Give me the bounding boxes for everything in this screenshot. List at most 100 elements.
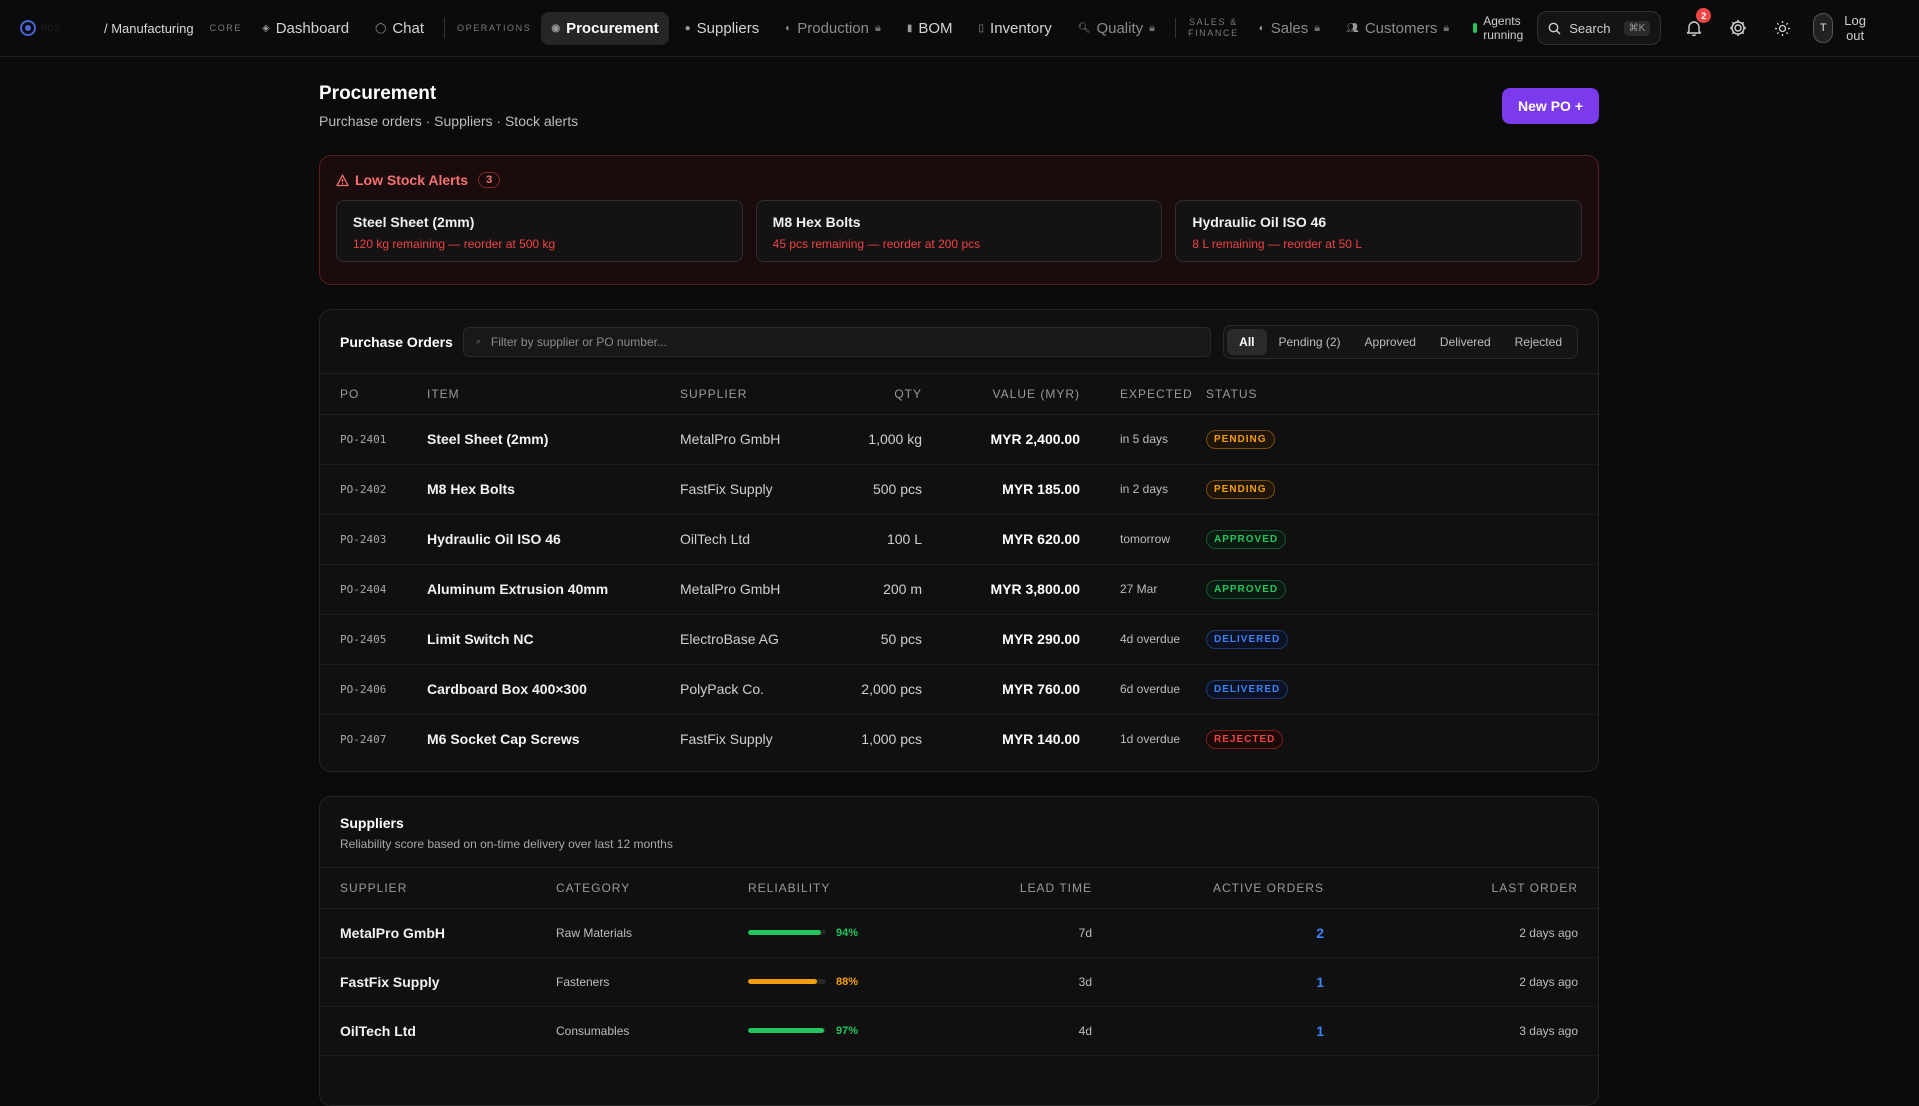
supplier-row[interactable]: OilTech Ltd Consumables 97% 4d 1 3 days ago [320, 1006, 1598, 1056]
supplier-last-order: 3 days ago [1324, 1006, 1598, 1056]
avatar[interactable]: T [1813, 13, 1834, 43]
col-category[interactable]: CATEGORY [556, 868, 748, 909]
supplier-row[interactable]: MetalPro GmbH Raw Materials 94% 7d 2 2 days a… [320, 908, 1598, 958]
alert-item-name: Steel Sheet (2mm) [353, 214, 475, 230]
po-table-body: PO-2401 Steel Sheet (2mm) MetalPro GmbH 1,0… [320, 414, 1598, 764]
po-number[interactable]: PO-2406 [320, 664, 427, 715]
po-status-cell: DELIVERED [1206, 614, 1598, 665]
po-value: MYR 2,400.00 [922, 414, 1080, 465]
col-supplier[interactable]: SUPPLIER [680, 374, 835, 415]
po-expected: in 2 days [1080, 464, 1206, 515]
po-number[interactable]: PO-2405 [320, 614, 427, 665]
po-supplier: OilTech Ltd [680, 514, 835, 565]
search-shortcut: ⌘K [1623, 20, 1651, 36]
po-status-cell: PENDING [1206, 464, 1598, 515]
nav-inventory[interactable]: ▯ Inventory [969, 12, 1062, 45]
po-value: MYR 620.00 [922, 514, 1080, 565]
supplier-row[interactable]: FastFix Supply Fasteners 88% 3d 1 2 days ago [320, 957, 1598, 1007]
po-table-row[interactable]: PO-2403 Hydraulic Oil ISO 46 OilTech Ltd 10… [320, 514, 1598, 565]
reliability-value: 88% [836, 975, 859, 988]
app-logo[interactable]: RDS [20, 20, 104, 36]
po-table-row[interactable]: PO-2407 M6 Socket Cap Screws FastFix Suppl… [320, 714, 1598, 764]
alert-cards: Steel Sheet (2mm) 120 kg remaining — reo… [336, 200, 1583, 262]
po-filter-input[interactable]: ⌕ Filter by supplier or PO number... [462, 326, 1212, 357]
supplier-name[interactable]: MetalPro GmbH [320, 908, 556, 958]
inventory-icon: ▯ [978, 22, 985, 34]
po-number[interactable]: PO-2407 [340, 732, 387, 746]
tab-approved[interactable]: Approved [1364, 334, 1416, 349]
nav-group-operations: OPERATIONS [457, 22, 532, 33]
col-supplier-name[interactable]: SUPPLIER [320, 868, 556, 909]
supplier-active-orders[interactable]: 1 [1092, 1006, 1324, 1056]
po-number[interactable]: PO-2402 [320, 464, 427, 515]
tab-delivered[interactable]: Delivered [1439, 334, 1491, 349]
nav-customers-label: Customers [1364, 19, 1438, 37]
po-status-cell: APPROVED [1206, 514, 1598, 565]
nav-suppliers[interactable]: ● Suppliers [675, 12, 770, 45]
notifications-button[interactable]: 2 [1683, 8, 1712, 39]
alert-card[interactable]: Steel Sheet (2mm) 120 kg remaining — reo… [336, 200, 743, 262]
search-button[interactable]: Search ⌘K [1537, 11, 1662, 45]
col-qty[interactable]: QTY [835, 374, 922, 415]
page-title: Procurement [319, 83, 437, 104]
lock-icon: 🔒︎ [874, 21, 881, 34]
col-status[interactable]: STATUS [1206, 374, 1598, 415]
nav-quality-label: Quality [1096, 19, 1144, 37]
po-expected: in 5 days [1080, 414, 1206, 465]
alert-card[interactable]: Hydraulic Oil ISO 46 8 L remaining — reo… [1175, 200, 1583, 262]
search-label: Search [1569, 20, 1611, 36]
po-table-row[interactable]: PO-2402 M8 Hex Bolts FastFix Supply 500 pcs… [320, 464, 1598, 515]
col-value[interactable]: VALUE (MYR) [922, 374, 1080, 415]
nav-chat[interactable]: ◯ Chat [365, 12, 434, 45]
po-filter-placeholder: Filter by supplier or PO number... [490, 334, 667, 349]
logout-button[interactable]: Log out [1844, 13, 1866, 43]
col-active-orders[interactable]: ACTIVE ORDERS [1092, 868, 1324, 909]
nav-quality[interactable]: 🔍︎ Quality 🔒︎ [1068, 12, 1165, 45]
supplier-name[interactable]: FastFix Supply [320, 957, 556, 1007]
agents-status[interactable]: Agents running [1473, 14, 1523, 42]
suppliers-icon: ● [684, 22, 691, 34]
breadcrumb[interactable]: / Manufacturing [104, 20, 194, 36]
supplier-active-orders[interactable]: 1 [1092, 957, 1324, 1007]
nav-divider [444, 18, 445, 38]
po-item: Limit Switch NC [427, 614, 680, 665]
po-table-row[interactable]: PO-2404 Aluminum Extrusion 40mm MetalPro G… [320, 564, 1598, 615]
po-number[interactable]: PO-2401 [320, 414, 427, 465]
nav-production[interactable]: ◐ Production 🔒︎ [775, 12, 891, 45]
col-last-order[interactable]: LAST ORDER [1324, 868, 1598, 909]
tab-pending[interactable]: Pending (2) [1278, 334, 1341, 349]
po-expected: 27 Mar [1080, 564, 1206, 615]
warning-icon [336, 174, 349, 186]
col-po[interactable]: PO [320, 374, 427, 415]
theme-toggle-button[interactable] [1771, 17, 1793, 39]
po-number[interactable]: PO-2404 [320, 564, 427, 615]
nav-dashboard[interactable]: ◈ Dashboard [252, 12, 359, 45]
col-expected[interactable]: EXPECTED [1080, 374, 1206, 415]
logout-line2: out [1846, 28, 1865, 43]
po-value: MYR 3,800.00 [922, 564, 1080, 615]
nav-bom[interactable]: ▮ BOM [897, 12, 963, 45]
tab-all[interactable]: All [1227, 328, 1267, 355]
new-po-button[interactable]: New PO + [1502, 88, 1599, 124]
po-table-row[interactable]: PO-2405 Limit Switch NC ElectroBase AG 50 p… [320, 614, 1598, 665]
col-item[interactable]: ITEM [427, 374, 680, 415]
po-number[interactable]: PO-2403 [320, 514, 427, 565]
settings-button[interactable] [1727, 17, 1749, 39]
tab-rejected[interactable]: Rejected [1514, 334, 1562, 349]
supplier-lead-time: 3d [916, 957, 1092, 1007]
col-lead-time[interactable]: LEAD TIME [916, 868, 1092, 909]
supplier-active-orders[interactable]: 2 [1092, 908, 1324, 958]
po-status-cell: PENDING [1206, 414, 1598, 465]
nav-bom-label: BOM [918, 19, 953, 37]
nav-customers[interactable]: 👥︎ Customers 🔒︎ [1336, 12, 1459, 45]
nav-procurement[interactable]: ◉ Procurement [541, 11, 669, 45]
col-reliability[interactable]: RELIABILITY [748, 868, 916, 909]
supplier-name[interactable]: OilTech Ltd [320, 1006, 556, 1056]
po-table-row[interactable]: PO-2406 Cardboard Box 400×300 PolyPack Co.… [320, 664, 1598, 715]
po-supplier: MetalPro GmbH [680, 414, 835, 465]
purchase-orders-panel: Purchase Orders ⌕ Filter by supplier or … [319, 309, 1599, 772]
po-table-row[interactable]: PO-2401 Steel Sheet (2mm) MetalPro GmbH 1,0… [320, 414, 1598, 465]
alert-card[interactable]: M8 Hex Bolts 45 pcs remaining — reorder … [755, 200, 1163, 262]
nav-sales[interactable]: ◐ Sales 🔒︎ [1249, 12, 1330, 45]
suppliers-header: Suppliers Reliability score based on on-… [320, 797, 1598, 868]
